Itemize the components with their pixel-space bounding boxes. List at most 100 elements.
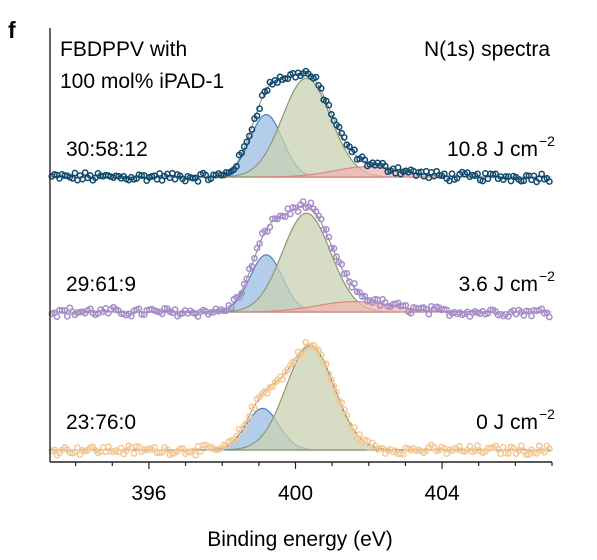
data-point [163, 446, 171, 453]
data-point [325, 370, 333, 378]
spectrum-fluence-label: 3.6 J cm [459, 273, 538, 296]
data-point [361, 156, 369, 164]
data-point [351, 424, 358, 431]
plot-area: 30:58:12 10.8 J cm −229:61:9 3.6 J cm −223:7… [48, 28, 555, 505]
data-point [240, 280, 248, 288]
data-point [74, 444, 81, 451]
spectrum-ratio-label: 23:76:0 [66, 411, 136, 434]
data-point [340, 406, 348, 413]
data-point [238, 428, 245, 435]
data-point [222, 307, 230, 315]
data-point [233, 163, 240, 170]
data-point [523, 172, 530, 179]
data-point [243, 138, 251, 146]
data-point [530, 172, 538, 180]
spectrum-fluence-label: 0 J cm [476, 411, 538, 434]
data-points [48, 198, 553, 321]
data-point [317, 85, 325, 92]
data-point [399, 451, 407, 458]
data-point [220, 307, 228, 315]
data-point [138, 311, 145, 318]
data-point [245, 413, 253, 420]
data-point [502, 449, 510, 457]
data-point [171, 306, 179, 313]
spectrum-fluence-exponent: −2 [539, 268, 555, 284]
data-point [502, 173, 510, 180]
data-point [253, 244, 261, 252]
data-point [343, 412, 351, 419]
data-point [376, 302, 384, 309]
data-point [243, 275, 251, 283]
data-point [281, 75, 289, 82]
data-point [127, 312, 135, 320]
data-point [546, 178, 553, 185]
data-point [315, 346, 322, 354]
data-point [299, 348, 307, 356]
data-point [394, 164, 402, 171]
data-point [53, 313, 61, 321]
spectrum-ratio-label: 30:58:12 [66, 138, 148, 161]
data-point [158, 310, 166, 318]
data-point [466, 442, 474, 450]
data-point [402, 302, 410, 309]
data-point [233, 432, 240, 440]
peak-main [189, 77, 424, 178]
data-point [253, 112, 261, 120]
data-point [317, 351, 325, 359]
data-point [474, 170, 481, 178]
data-point [122, 447, 130, 455]
data-point [176, 445, 184, 453]
data-point [422, 306, 430, 313]
data-point [245, 132, 253, 140]
spectrum-ratio-label: 29:61:9 [66, 273, 136, 296]
data-point [307, 199, 315, 207]
data-point [217, 171, 225, 179]
data-point [351, 280, 358, 287]
peak-main [192, 345, 428, 451]
data-point [194, 178, 202, 185]
data-point [499, 443, 507, 451]
data-point [479, 177, 487, 185]
spectrum-fluence-exponent: −2 [539, 133, 555, 149]
data-point [61, 307, 69, 314]
data-point [71, 169, 79, 177]
data-point [256, 105, 263, 112]
data-point [81, 169, 89, 176]
data-point [325, 233, 333, 241]
data-point [51, 446, 58, 454]
data-point [220, 441, 228, 449]
data-point [546, 313, 553, 321]
data-point [546, 445, 553, 453]
data-point [58, 307, 66, 314]
data-point [381, 162, 389, 170]
spectrum-3: 23:76:0 0 J cm −2 [48, 338, 555, 459]
spectrum-fluence-exponent: −2 [539, 406, 555, 422]
data-points [48, 338, 553, 459]
data-point [523, 451, 530, 459]
data-point [517, 177, 525, 185]
data-point [328, 110, 335, 118]
data-point [361, 292, 369, 300]
data-point [346, 143, 353, 150]
data-point [161, 305, 169, 312]
data-point [443, 306, 451, 314]
data-points [48, 67, 553, 186]
data-point [507, 177, 515, 185]
data-point [328, 376, 335, 384]
data-point [251, 404, 258, 412]
data-point [343, 269, 351, 277]
data-point [256, 240, 263, 247]
data-point [135, 305, 143, 313]
data-point [130, 450, 138, 457]
data-point [151, 443, 158, 451]
data-point [338, 260, 346, 268]
data-point [346, 421, 353, 429]
data-point [192, 451, 199, 459]
data-point [333, 253, 340, 260]
data-point [263, 87, 271, 94]
data-point [520, 177, 528, 185]
data-point [505, 450, 512, 457]
data-point [281, 213, 289, 221]
data-point [340, 134, 348, 141]
